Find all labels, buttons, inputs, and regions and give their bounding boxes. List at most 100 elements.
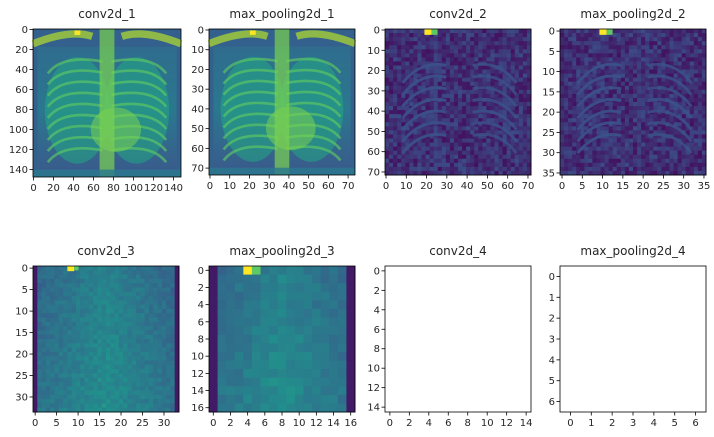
y-tick-label: 12	[191, 369, 204, 380]
y-tick-label: 0	[549, 27, 555, 38]
x-tick-label: 1	[588, 418, 594, 429]
x-tick-label: 40	[283, 181, 296, 192]
y-tick-label: 10	[542, 67, 555, 78]
heatmap-image	[209, 266, 356, 413]
y-tick-label: 40	[15, 65, 28, 76]
x-tick-label: 6	[445, 418, 451, 429]
x-tick-label: 100	[124, 183, 143, 194]
y-tick-label: 50	[367, 127, 380, 138]
heatmap-image	[207, 29, 357, 175]
y-tick-label: 25	[542, 128, 555, 139]
heatmap-image	[385, 29, 532, 176]
axes-frame	[32, 28, 182, 178]
x-tick-label: 20	[47, 183, 60, 194]
panel-conv2d_4: conv2d_4 0 2 4 6 8 10 12 14 0 2 4 6 8 10 12 14	[367, 244, 532, 429]
x-tick-label: 40	[67, 183, 80, 194]
y-tick-label: 50	[191, 124, 204, 135]
panel-max_pooling2d_2: max_pooling2d_2 0 5 10 15 20 25 30 35 0 5 10 15 20 25 3…	[542, 7, 710, 192]
x-tick-label: 60	[501, 181, 514, 192]
y-tick-label: 4	[198, 300, 204, 311]
y-tick-label: 4	[374, 305, 380, 316]
x-tick-label: 0	[559, 181, 565, 192]
y-tick-label: 16	[191, 403, 204, 414]
x-tick-label: 10	[223, 181, 236, 192]
x-tick-label: 70	[522, 181, 535, 192]
y-tick-label: 25	[15, 371, 28, 382]
y-tick-label: 0	[374, 26, 380, 37]
x-tick-label: 2	[406, 418, 412, 429]
y-tick-label: 20	[15, 350, 28, 361]
x-tick-label: 40	[461, 181, 474, 192]
panel-conv2d_3: conv2d_3 0 5 10 15 20 25 30 0 5 10 15 20 25 30	[15, 244, 180, 429]
y-tick-label: 70	[367, 167, 380, 178]
y-tick-label: 5	[549, 47, 555, 58]
y-tick-label: 10	[367, 46, 380, 57]
y-tick-label: 20	[191, 65, 204, 76]
y-tick-label: 70	[191, 164, 204, 175]
y-tick-label: 3	[549, 335, 555, 346]
y-tick-label: 5	[22, 285, 28, 296]
y-tick-label: 100	[9, 125, 28, 136]
x-tick-label: 0	[32, 418, 38, 429]
y-tick-label: 8	[374, 344, 380, 355]
x-tick-label: 15	[93, 418, 106, 429]
y-tick-label: 2	[549, 314, 555, 325]
y-tick-label: 2	[374, 286, 380, 297]
y-tick-label: 0	[22, 25, 28, 36]
y-tick-label: 40	[367, 107, 380, 118]
panel-title: conv2d_3	[77, 244, 135, 258]
x-tick-label: 8	[465, 418, 471, 429]
y-tick-label: 0	[549, 272, 555, 283]
y-tick-label: 60	[15, 85, 28, 96]
panel-max_pooling2d_4: max_pooling2d_4 0 1 2 3 4 5 6 0 1 2 3 4 5 6	[549, 244, 707, 429]
y-tick-label: 15	[15, 328, 28, 339]
x-tick-label: 5	[53, 418, 59, 429]
x-tick-label: 0	[383, 181, 389, 192]
x-tick-label: 0	[30, 183, 36, 194]
panel-max_pooling2d_1: max_pooling2d_10 10 20 30 40 50 60 700102030405…	[191, 7, 357, 192]
y-tick-label: 4	[549, 355, 555, 366]
x-tick-label: 15	[616, 181, 629, 192]
y-tick-label: 10	[367, 364, 380, 375]
y-tick-label: 0	[22, 264, 28, 275]
x-tick-label: 14	[520, 418, 533, 429]
y-tick-label: 80	[15, 105, 28, 116]
y-tick-label: 30	[15, 392, 28, 403]
y-tick-label: 0	[198, 25, 204, 36]
panel-title: max_pooling2d_1	[229, 7, 334, 21]
x-tick-label: 30	[440, 181, 453, 192]
y-tick-label: 0	[198, 266, 204, 277]
axes-frame	[32, 265, 180, 413]
x-tick-label: 35	[698, 181, 711, 192]
x-tick-label: 6	[692, 418, 698, 429]
y-tick-label: 10	[191, 45, 204, 56]
y-tick-label: 30	[367, 86, 380, 97]
y-tick-label: 14	[367, 403, 380, 414]
x-tick-label: 50	[481, 181, 494, 192]
x-tick-label: 80	[107, 183, 120, 194]
y-tick-label: 15	[542, 87, 555, 98]
heatmap-image	[33, 266, 180, 413]
x-tick-label: 25	[136, 418, 149, 429]
x-tick-label: 30	[677, 181, 690, 192]
y-tick-label: 60	[367, 147, 380, 158]
y-tick-label: 6	[549, 397, 555, 408]
x-tick-label: 60	[322, 181, 335, 192]
heatmap-image	[560, 29, 707, 176]
axes-frame	[384, 28, 532, 176]
x-tick-label: 16	[344, 418, 357, 429]
x-tick-label: 4	[651, 418, 657, 429]
x-tick-label: 10	[72, 418, 85, 429]
x-tick-label: 12	[500, 418, 513, 429]
x-tick-label: 2	[609, 418, 615, 429]
x-tick-label: 20	[115, 418, 128, 429]
panel-title: conv2d_2	[429, 7, 487, 21]
x-tick-label: 8	[279, 418, 285, 429]
x-tick-label: 70	[342, 181, 355, 192]
axes-frame	[559, 28, 707, 176]
heatmap-image	[31, 29, 183, 177]
y-tick-label: 12	[367, 383, 380, 394]
x-tick-label: 10	[596, 181, 609, 192]
panel-title: conv2d_4	[429, 244, 487, 258]
